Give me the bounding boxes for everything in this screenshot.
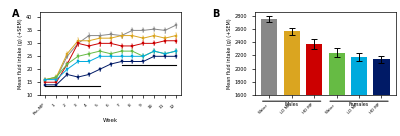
Bar: [284, 32, 300, 95]
Text: Males: Males: [285, 103, 299, 107]
X-axis label: Week: Week: [103, 118, 118, 123]
Y-axis label: Mean fluid intake (g) (+SEM): Mean fluid intake (g) (+SEM): [227, 18, 232, 89]
Bar: [261, 19, 277, 95]
Bar: [328, 53, 345, 95]
Bar: [351, 57, 367, 95]
Y-axis label: Mean fluid intake (g) (+SEM): Mean fluid intake (g) (+SEM): [18, 18, 23, 89]
Bar: [374, 59, 390, 95]
Text: A: A: [12, 9, 19, 19]
Text: B: B: [212, 9, 220, 19]
Text: Females: Females: [349, 103, 369, 107]
Bar: [306, 44, 322, 95]
